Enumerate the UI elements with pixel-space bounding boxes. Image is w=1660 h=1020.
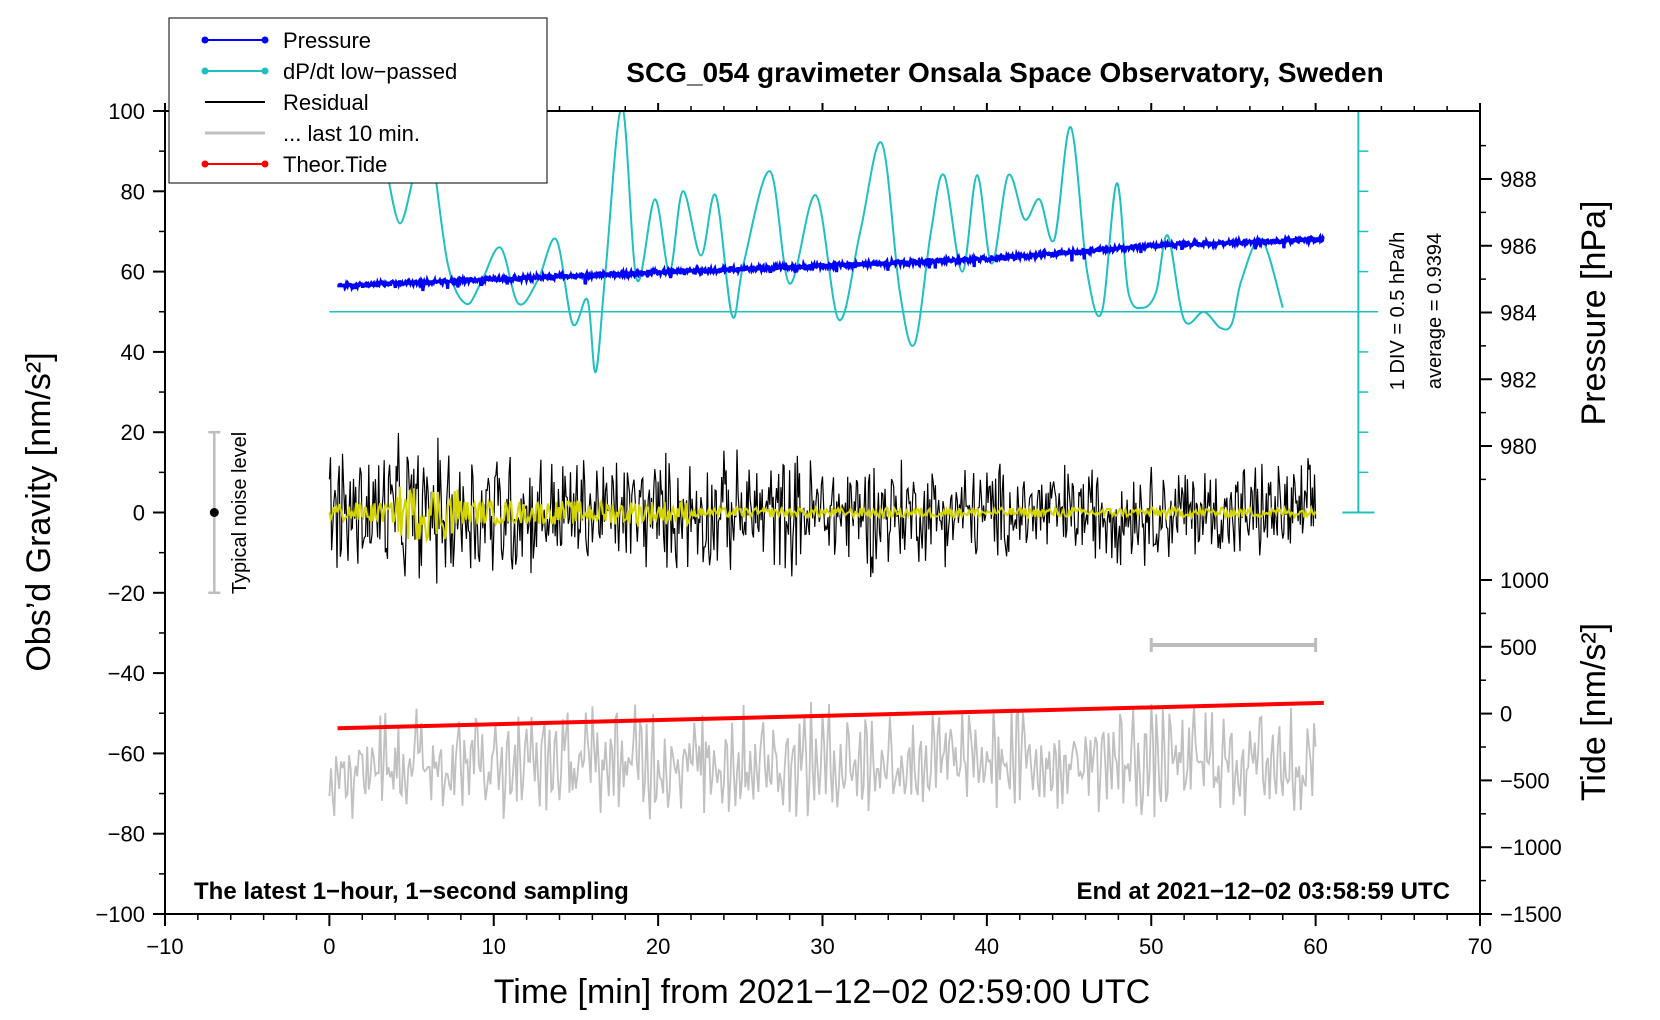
residual-line — [328, 432, 1317, 584]
legend-label-1: dP/dt low−passed — [283, 59, 457, 84]
y-axis-left: 100 80 60 40 20 0 −20 −40 −60 −80 −100 — [95, 99, 165, 927]
tide-axis-title: Tide [nm/s²] — [1575, 623, 1613, 801]
pressure-axis-title: Pressure [hPa] — [1575, 201, 1613, 426]
x-tick-label: 20 — [646, 934, 670, 959]
pressure-tick-label: 988 — [1500, 167, 1537, 192]
y-tick-label: 20 — [121, 420, 145, 445]
x-tick-label: 50 — [1139, 934, 1163, 959]
x-tick-label: 60 — [1303, 934, 1327, 959]
sampling-note: The latest 1−hour, 1−second sampling — [194, 878, 629, 905]
y-tick-label: −100 — [95, 902, 145, 927]
chart-title: SCG_054 gravimeter Onsala Space Observat… — [626, 57, 1383, 88]
plot-area — [208, 110, 1379, 820]
legend-marker-right-4 — [261, 160, 269, 168]
y-tick-label: −60 — [108, 741, 145, 766]
y-tick-label: 60 — [121, 260, 145, 285]
y-tick-label: −40 — [108, 661, 145, 686]
x-axis: −10 0 10 20 30 40 50 60 70 — [146, 103, 1492, 959]
residual-smoothed-line — [328, 486, 1317, 544]
x-tick-label: 0 — [323, 934, 335, 959]
legend-marker-left-0 — [201, 36, 209, 44]
div-label: 1 DIV = 0.5 hPa/h — [1387, 232, 1409, 390]
pressure-tick-label: 984 — [1500, 301, 1537, 326]
tide-tick-label: 500 — [1500, 635, 1537, 660]
x-tick-label: −10 — [146, 934, 183, 959]
tide-tick-label: 1000 — [1500, 568, 1549, 593]
y-axis-pressure: 988 986 984 982 980 — [1480, 144, 1537, 481]
noise-level-label: Typical noise level — [229, 432, 251, 594]
x-tick-label: 40 — [975, 934, 999, 959]
y-tick-label: 0 — [133, 501, 145, 526]
y-tick-label: 80 — [121, 179, 145, 204]
legend-box — [168, 17, 548, 184]
x-tick-label: 70 — [1468, 934, 1492, 959]
legend-label-2: Residual — [283, 90, 369, 115]
noise-level-dot — [209, 508, 219, 517]
legend-label-0: Pressure — [283, 28, 371, 53]
legend-marker-right-0 — [261, 36, 269, 44]
y-tick-label: −20 — [108, 581, 145, 606]
y-axis-left-title: Obs’d Gravity [nm/s²] — [20, 352, 58, 671]
pressure-tick-label: 980 — [1500, 434, 1537, 459]
pressure-line — [337, 232, 1325, 293]
legend-label-4: Theor.Tide — [283, 152, 387, 177]
y-tick-label: 40 — [121, 340, 145, 365]
end-time-note: End at 2021−12−02 03:58:59 UTC — [1076, 878, 1450, 905]
tide-line — [337, 700, 1324, 731]
legend-marker-left-4 — [201, 160, 209, 168]
x-axis-title: Time [min] from 2021−12−02 02:59:00 UTC — [494, 973, 1150, 1011]
legend-marker-right-1 — [261, 67, 269, 75]
y-axis-tide: 1000 500 0 −500 −1000 −1500 — [1480, 568, 1562, 927]
tide-tick-label: 0 — [1500, 702, 1512, 727]
tide-tick-label: −1500 — [1500, 902, 1562, 927]
pressure-tick-label: 986 — [1500, 234, 1537, 259]
x-tick-label: 30 — [810, 934, 834, 959]
y-tick-label: 100 — [108, 99, 145, 124]
pressure-tick-label: 982 — [1500, 367, 1537, 392]
legend-label-3: ... last 10 min. — [283, 121, 420, 146]
tide-tick-label: −500 — [1500, 768, 1550, 793]
x-tick-label: 10 — [482, 934, 506, 959]
legend: Pressure dP/dt low−passed Residual ... last… — [168, 17, 548, 184]
average-label: average = 0.9394 — [1424, 233, 1446, 389]
y-tick-label: −80 — [108, 822, 145, 847]
legend-marker-left-1 — [201, 67, 209, 75]
tide-tick-label: −1000 — [1500, 835, 1562, 860]
